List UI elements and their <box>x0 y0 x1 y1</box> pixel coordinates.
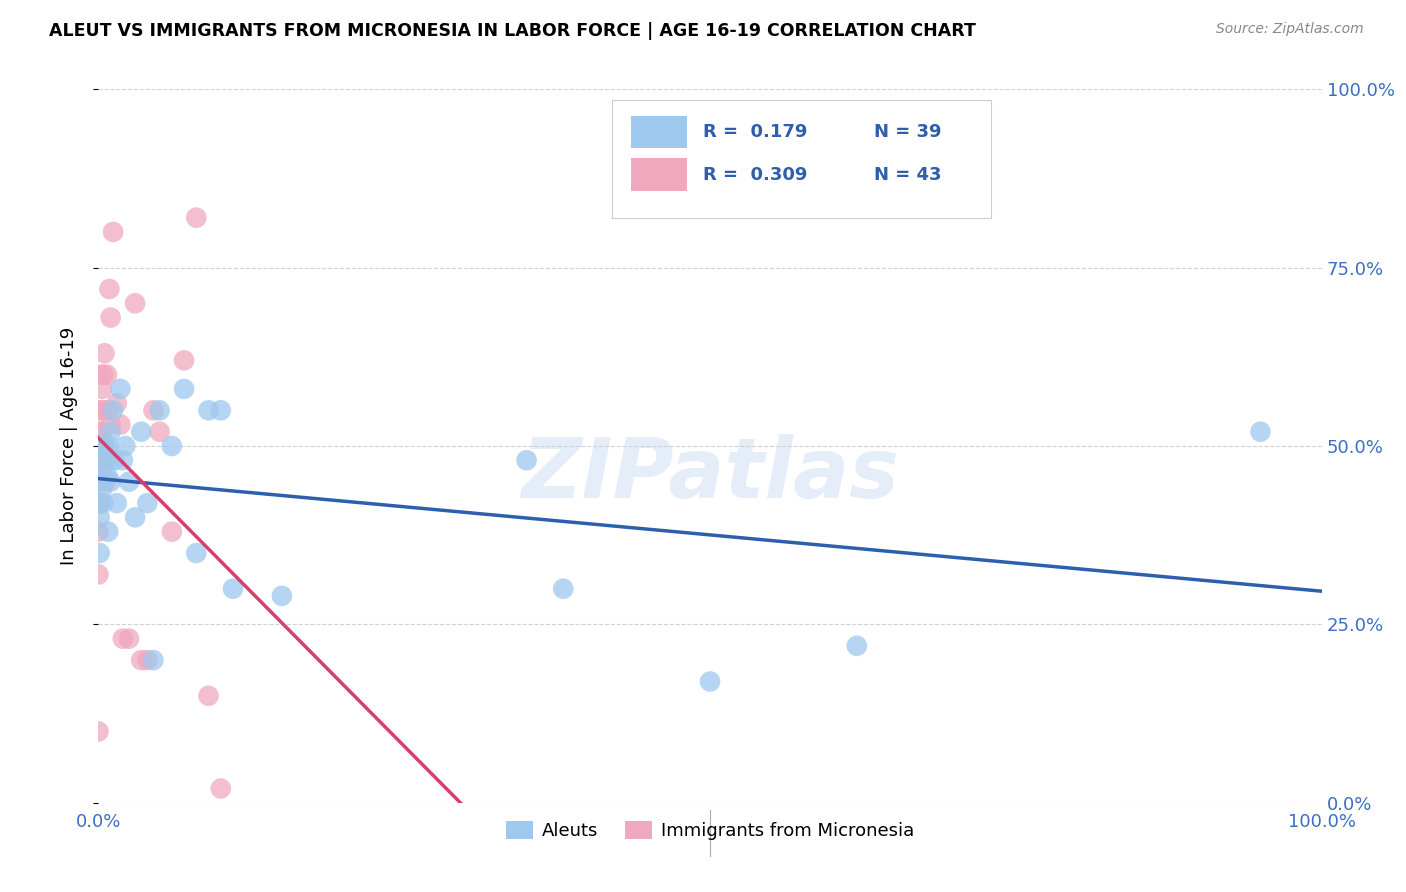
Point <box>103 453 125 467</box>
Point <box>270 589 294 603</box>
Point <box>94 475 117 489</box>
Point <box>91 467 114 482</box>
Point <box>100 425 122 439</box>
Point <box>94 453 117 467</box>
Point <box>101 225 124 239</box>
Point <box>91 496 114 510</box>
Point <box>209 781 232 796</box>
Point <box>100 417 122 432</box>
Point <box>105 496 128 510</box>
Point <box>136 496 159 510</box>
Point <box>87 567 110 582</box>
Legend: Aleuts, Immigrants from Micronesia: Aleuts, Immigrants from Micronesia <box>498 814 922 847</box>
Point <box>98 282 121 296</box>
Point <box>142 403 165 417</box>
Point <box>96 368 118 382</box>
Text: ALEUT VS IMMIGRANTS FROM MICRONESIA IN LABOR FORCE | AGE 16-19 CORRELATION CHART: ALEUT VS IMMIGRANTS FROM MICRONESIA IN L… <box>49 22 976 40</box>
Text: R =  0.309: R = 0.309 <box>703 166 807 184</box>
Point <box>1249 425 1271 439</box>
Point <box>118 475 141 489</box>
Point <box>101 403 124 417</box>
Point <box>91 482 114 496</box>
Point <box>173 382 195 396</box>
Point <box>87 439 110 453</box>
Point <box>173 353 195 368</box>
Point <box>149 403 172 417</box>
Point <box>222 582 245 596</box>
Y-axis label: In Labor Force | Age 16-19: In Labor Force | Age 16-19 <box>59 326 77 566</box>
Point <box>209 403 232 417</box>
Point <box>89 510 111 524</box>
Point <box>160 439 183 453</box>
Point <box>91 453 114 467</box>
Point <box>186 546 208 560</box>
Point <box>124 296 146 310</box>
Point <box>87 453 110 467</box>
Point <box>160 524 183 539</box>
Point <box>97 403 120 417</box>
Point <box>90 368 112 382</box>
Point <box>89 546 111 560</box>
FancyBboxPatch shape <box>630 159 686 191</box>
Point <box>90 439 112 453</box>
Point <box>110 417 132 432</box>
Point <box>87 496 110 510</box>
Point <box>100 310 122 325</box>
Point <box>197 689 219 703</box>
Point <box>90 403 112 417</box>
Point <box>111 632 134 646</box>
Point <box>91 425 114 439</box>
Point <box>87 475 110 489</box>
Point <box>136 653 159 667</box>
Point <box>91 368 114 382</box>
Point <box>845 639 868 653</box>
Point <box>100 475 122 489</box>
Point <box>118 632 141 646</box>
Point <box>94 403 117 417</box>
Text: ZIPatlas: ZIPatlas <box>522 434 898 515</box>
Point <box>91 453 114 467</box>
Point <box>114 439 136 453</box>
Point <box>124 510 146 524</box>
Point <box>89 403 111 417</box>
Point <box>186 211 208 225</box>
Point <box>87 724 110 739</box>
Point <box>90 439 112 453</box>
Point <box>699 674 721 689</box>
Point <box>111 453 134 467</box>
Point <box>197 403 219 417</box>
Point <box>97 524 120 539</box>
Point <box>93 346 115 360</box>
FancyBboxPatch shape <box>630 116 686 148</box>
Point <box>97 439 120 453</box>
Text: N = 39: N = 39 <box>875 123 942 141</box>
Point <box>142 653 165 667</box>
Point <box>149 425 172 439</box>
Point <box>553 582 575 596</box>
Point <box>89 453 111 467</box>
Point <box>87 524 110 539</box>
Point <box>91 382 114 396</box>
Point <box>110 382 132 396</box>
Point <box>129 653 152 667</box>
Text: N = 43: N = 43 <box>875 166 942 184</box>
Text: Source: ZipAtlas.com: Source: ZipAtlas.com <box>1216 22 1364 37</box>
Point <box>89 475 111 489</box>
FancyBboxPatch shape <box>612 100 991 218</box>
Point <box>96 467 118 482</box>
Point <box>515 453 537 467</box>
Point <box>89 425 111 439</box>
Point <box>129 425 152 439</box>
Point <box>89 496 111 510</box>
Text: R =  0.179: R = 0.179 <box>703 123 807 141</box>
Point <box>89 496 111 510</box>
Point <box>93 439 115 453</box>
Point <box>105 396 128 410</box>
Point <box>93 439 115 453</box>
